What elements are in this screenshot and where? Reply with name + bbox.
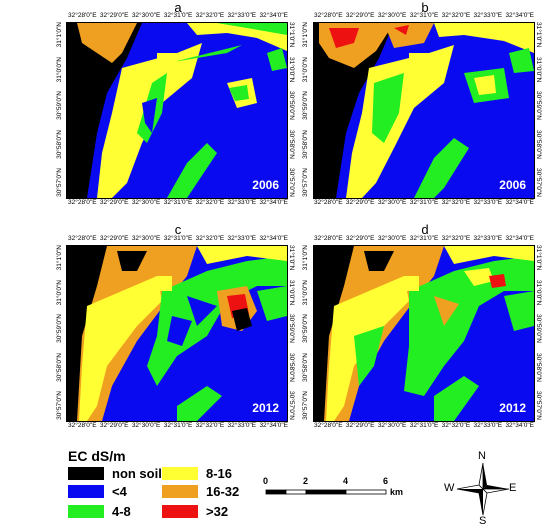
compass-w: W — [444, 482, 455, 494]
scale-label-0: 0 — [263, 476, 269, 486]
legend-title: EC dS/m — [68, 448, 126, 464]
panel-letter-b: b — [421, 0, 429, 15]
legend-swatch — [68, 485, 104, 498]
legend-label: non soil — [112, 466, 162, 481]
lat-ticks-right-c: 31°1'0"N 31°0'0"N 30°59'0"N 30°58'0"N 30°57'… — [288, 245, 295, 420]
scale-label-6: 6 — [383, 476, 389, 486]
compass-n: N — [478, 450, 486, 462]
lon-ticks-bottom-b: 32°28'0"E 32°29'0"E 32°30'0"E 32°31'0"E 32°3… — [314, 199, 534, 206]
panel-letter-d: d — [421, 222, 429, 237]
legend-label: <4 — [112, 484, 127, 499]
legend-swatch — [162, 505, 198, 518]
lat-ticks-right-a: 31°1'0"N 31°0'0"N 30°59'0"N 30°58'0"N 30°57'… — [288, 22, 295, 197]
lat-ticks-left-a: 31°1'0"N 31°0'0"N 30°59'0"N 30°58'0"N 30°57'… — [56, 22, 63, 197]
lon-ticks-bottom-c: 32°28'0"E 32°29'0"E 32°30'0"E 32°31'0"E 32°3… — [68, 422, 288, 429]
legend-item-non-soil: non soil — [68, 466, 162, 481]
map-panel-a: 2006 — [66, 22, 288, 199]
lon-ticks-top-d: 32°28'0"E 32°29'0"E 32°30'0"E 32°31'0"E 32°3… — [314, 235, 534, 242]
map-panel-b: 2006 — [313, 22, 535, 199]
panel-letter-a: a — [174, 0, 182, 15]
legend-item-16-32: 16-32 — [162, 484, 239, 499]
legend-item-8-16: 8-16 — [162, 466, 232, 481]
legend-item-4-8: 4-8 — [68, 504, 131, 519]
lat-ticks-right-b: 31°1'0"N 31°0'0"N 30°59'0"N 30°58'0"N 30°57'… — [535, 22, 542, 197]
legend-label: 4-8 — [112, 504, 131, 519]
panel-letter-c: c — [174, 222, 182, 237]
legend-label: 16-32 — [206, 484, 240, 499]
lon-ticks-bottom-a: 32°28'0"E 32°29'0"E 32°30'0"E 32°31'0"E 32°3… — [68, 199, 288, 206]
lon-ticks-top-c: 32°28'0"E 32°29'0"E 32°30'0"E 32°31'0"E 32°3… — [68, 235, 288, 242]
scale-unit: km — [390, 487, 404, 497]
lon-ticks-top-b: 32°28'0"E 32°29'0"E 32°30'0"E 32°31'0"E 32°3… — [314, 12, 534, 19]
legend-label: >32 — [206, 504, 229, 519]
legend-item-gt32: >32 — [162, 504, 228, 519]
lat-ticks-right-d: 31°1'0"N 31°0'0"N 30°59'0"N 30°58'0"N 30°57'… — [535, 245, 542, 420]
compass-e: E — [509, 482, 517, 494]
lon-ticks-top-a: 32°28'0"E 32°29'0"E 32°30'0"E 32°31'0"E 32°3… — [68, 12, 288, 19]
legend-swatch — [162, 485, 198, 498]
legend-label: 8-16 — [206, 466, 233, 481]
lat-ticks-left-b: 31°1'0"N 31°0'0"N 30°59'0"N 30°58'0"N 30°57'… — [302, 22, 309, 197]
year-label-c: 2012 — [252, 401, 279, 415]
lat-ticks-left-d: 31°1'0"N 31°0'0"N 30°59'0"N 30°58'0"N 30°57'… — [302, 245, 309, 420]
year-label-d: 2012 — [499, 401, 526, 415]
scale-label-2: 2 — [303, 476, 309, 486]
compass-rose-icon: N S E W — [444, 450, 519, 527]
map-panel-d: 2012 — [313, 245, 535, 422]
legend-swatch — [68, 467, 104, 480]
scale-bar: 0 2 4 6 km — [262, 476, 422, 516]
lat-ticks-left-c: 31°1'0"N 31°0'0"N 30°59'0"N 30°58'0"N 30°57'… — [56, 245, 63, 420]
lon-ticks-bottom-d: 32°28'0"E 32°29'0"E 32°30'0"E 32°31'0"E 32°3… — [314, 422, 534, 429]
year-label-b: 2006 — [499, 178, 526, 192]
year-label-a: 2006 — [252, 178, 279, 192]
legend-swatch — [68, 505, 104, 518]
legend-item-lt4: <4 — [68, 484, 127, 499]
map-panel-c: 2012 — [66, 245, 288, 422]
legend-swatch — [162, 467, 198, 480]
scale-label-4: 4 — [343, 476, 349, 486]
compass-s: S — [479, 515, 487, 527]
